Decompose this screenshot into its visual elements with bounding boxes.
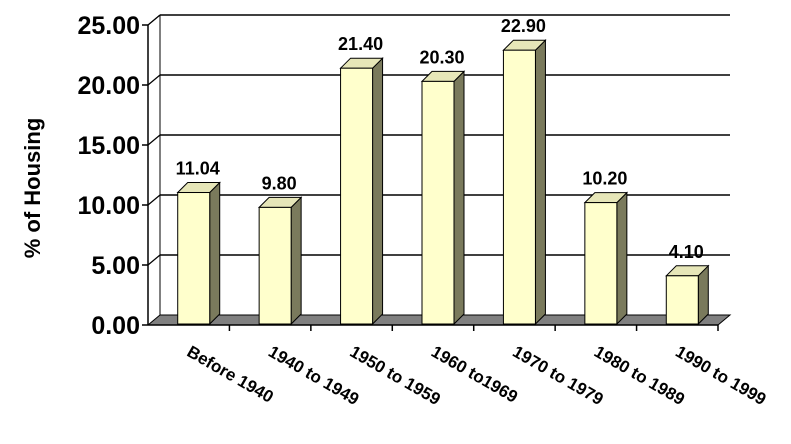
x-tick-label: Before 1940: [184, 342, 277, 407]
gridline-side: [147, 14, 161, 26]
x-tick-label: 1940 to 1949: [265, 342, 362, 409]
y-axis-label: % of Housing: [20, 118, 45, 259]
bar-side: [290, 196, 302, 326]
y-tick-label: 10.00: [77, 192, 140, 220]
y-tick-label: 25.00: [77, 12, 140, 40]
data-label: 20.30: [419, 47, 464, 67]
x-tick-label: 1960 to1969: [428, 342, 521, 407]
bar-side: [209, 181, 221, 326]
data-label: 22.90: [501, 16, 546, 36]
gridline-side: [147, 254, 161, 266]
bar-side: [453, 70, 465, 326]
bar-side: [372, 56, 384, 326]
bar: [584, 202, 618, 325]
data-label: 10.20: [582, 169, 627, 189]
bar: [340, 67, 374, 325]
bar: [177, 192, 211, 325]
gridline-side: [147, 134, 161, 146]
gridline-side: [147, 194, 161, 206]
bar: [502, 49, 536, 325]
bars: [176, 38, 710, 326]
bar-side: [616, 191, 628, 326]
data-label: 4.10: [669, 242, 704, 262]
x-tick-label: 1970 to 1979: [509, 342, 606, 409]
bar: [665, 275, 699, 325]
y-tick-label: 15.00: [77, 132, 140, 160]
data-label: 9.80: [262, 173, 297, 193]
data-labels: 11.04 9.80 21.40 20.30 22.90 10.20 4.10: [176, 16, 704, 262]
data-label: 21.40: [338, 34, 383, 54]
gridline-side: [147, 74, 161, 86]
data-label: 11.04: [176, 159, 220, 179]
y-tick-label: 0.00: [91, 312, 140, 340]
x-tick-label: 1950 to 1959: [347, 342, 444, 409]
x-tick-label: 1990 to 1999: [672, 342, 769, 409]
y-tick-label: 20.00: [77, 72, 140, 100]
bar-side: [534, 38, 546, 326]
y-tick-label: 5.00: [91, 252, 140, 280]
chart-walls: [147, 14, 161, 325]
bar: [421, 80, 455, 325]
bar: [258, 206, 292, 325]
x-tick-label: 1980 to 1989: [591, 342, 688, 409]
y-axis-ticks: 0.00 5.00 10.00 15.00 20.00 25.00: [77, 12, 148, 340]
